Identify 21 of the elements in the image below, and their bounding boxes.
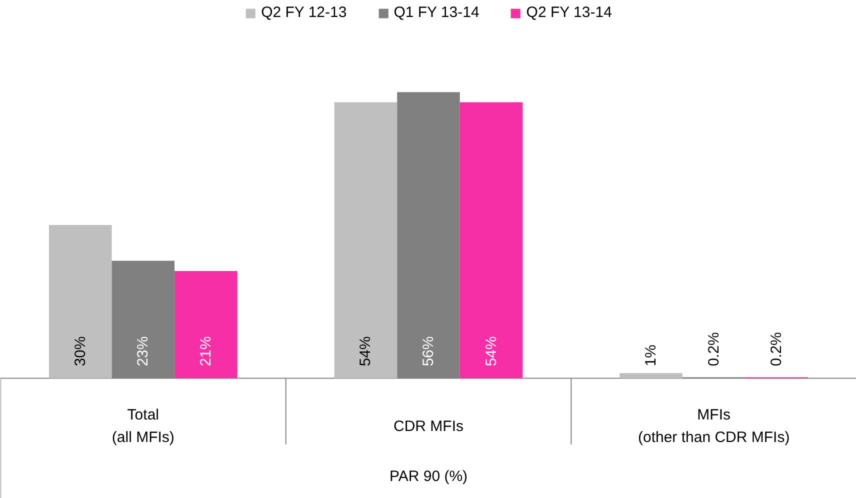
bar — [460, 102, 523, 378]
data-label: 23% — [134, 336, 152, 366]
x-tick-label: Total (all MFIs) — [112, 406, 174, 446]
bar — [620, 373, 682, 378]
data-label: 30% — [72, 336, 89, 366]
x-axis-title: PAR 90 (%) — [389, 468, 468, 485]
bar — [174, 270, 238, 378]
data-label: 21% — [197, 336, 214, 366]
x-tick-label: CDR MFIs — [394, 418, 464, 435]
legend-label: Q1 FY 13-14 — [394, 4, 480, 21]
bar — [49, 224, 112, 378]
data-label: 54% — [482, 336, 500, 366]
data-label: 56% — [420, 336, 437, 366]
data-label: 0.2% — [705, 332, 722, 366]
x-tick-label: MFIs (other than CDR MFIs) — [638, 406, 790, 446]
legend-label: Q2 FY 13-14 — [526, 4, 612, 21]
legend-label: Q2 FY 12-13 — [261, 4, 347, 21]
data-label: 1% — [642, 344, 660, 366]
data-label: 0.2% — [768, 332, 786, 366]
data-label: 54% — [357, 336, 374, 366]
bar — [334, 102, 398, 378]
